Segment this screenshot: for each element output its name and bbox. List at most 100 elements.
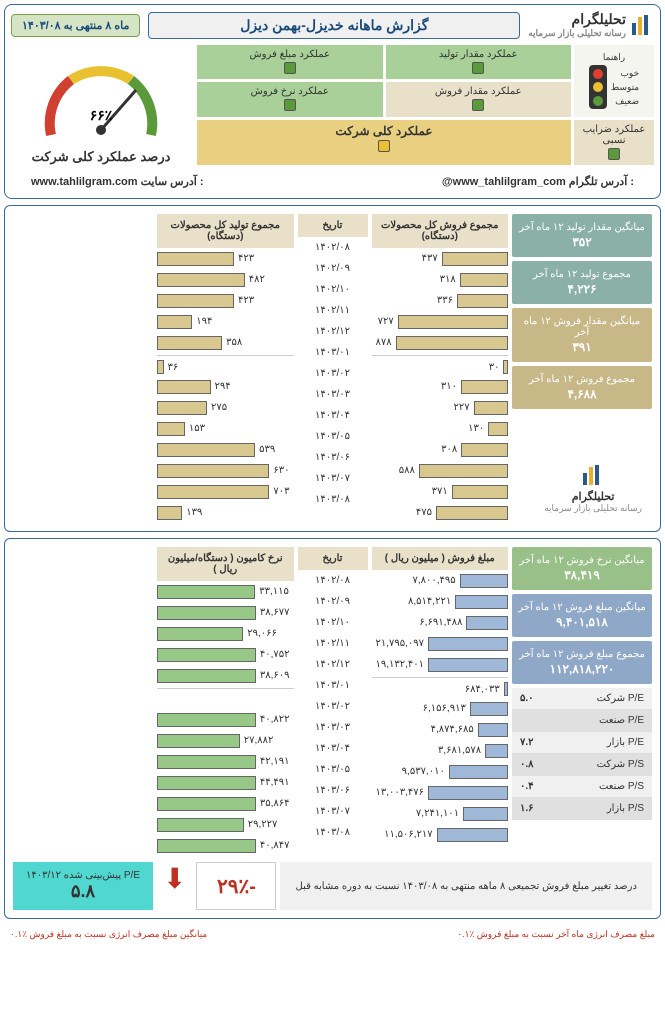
bar-row: ۳۱۰	[372, 376, 509, 397]
date-cell: ۱۴۰۳/۰۲	[298, 363, 368, 384]
bar-row: ۲۷,۸۸۲	[157, 730, 294, 751]
bar-row: ۸۷۸	[372, 332, 509, 353]
bar-row: ۵۳۹	[157, 439, 294, 460]
bar-row: ۴۰,۷۵۲	[157, 644, 294, 665]
indicator-cell: عملکرد مبلغ فروش	[197, 45, 383, 79]
bar-row: ۳۸,۶۰۹	[157, 665, 294, 686]
bar-row: ۷۲۷	[372, 311, 509, 332]
chart2-rate-bars: ۳۳,۱۱۵۳۸,۶۷۷۲۹,۰۶۶۴۰,۷۵۲۳۸,۶۰۹۴۰,۸۲۲۲۷,۸…	[157, 581, 294, 856]
bar-row: ۶۸۴,۰۳۳	[372, 677, 509, 698]
gauge-title: درصد عملکرد کلی شرکت	[11, 149, 191, 165]
chart1-stats: میانگین مقدار تولید ۱۲ ماه آخر۳۵۲مجموع ت…	[512, 214, 652, 409]
date-cell: ۱۴۰۲/۰۸	[298, 237, 368, 258]
bar-row: ۳۳۶	[372, 290, 509, 311]
bar-row: ۳۵۸	[157, 332, 294, 353]
indicator-cell: عملکرد نرخ فروش	[197, 82, 383, 116]
date-cell: ۱۴۰۲/۱۱	[298, 633, 368, 654]
date-cell: ۱۴۰۲/۱۲	[298, 654, 368, 675]
report-date: ماه ۸ منتهی به ۱۴۰۳/۰۸	[11, 14, 140, 37]
bar-row: ۳,۶۸۱,۵۷۸	[372, 740, 509, 761]
chart1-right-header: مجموع فروش کل محصولات (دستگاه)	[372, 214, 509, 248]
guide-cell: راهنما خوب متوسط ضعیف	[574, 45, 654, 117]
date-cell: ۱۴۰۳/۰۱	[298, 675, 368, 696]
telegram-handle: @www_tahlilgram_com	[442, 176, 566, 188]
date-cell: ۱۴۰۳/۰۶	[298, 780, 368, 801]
stat-box: مجموع مبلغ فروش ۱۲ ماه آخر۱۱۲,۸۱۸,۲۲۰	[512, 641, 652, 684]
date-cell: ۱۴۰۲/۱۲	[298, 321, 368, 342]
bar-row: ۴۲۳	[157, 290, 294, 311]
indicator-cell: عملکرد مقدار فروش	[386, 82, 572, 116]
footer-note2: میانگین مبلغ مصرف انرژی نسبت به مبلغ فرو…	[10, 929, 207, 940]
bar-row: ۳۱۸	[372, 269, 509, 290]
pe-row: P/S شرکت۰.۸	[512, 754, 652, 776]
overall-light	[378, 140, 390, 152]
pe-row: P/S صنعت۰.۴	[512, 776, 652, 798]
chart2-rev-bars: ۷,۸۰۰,۴۹۵۸,۵۱۴,۲۲۱۶,۶۹۱,۴۸۸۲۱,۷۹۵,۰۹۷۱۹,…	[372, 570, 509, 845]
chart1-left-header: مجموع تولید کل محصولات (دستگاه)	[157, 214, 294, 248]
bar-row: ۱۳,۰۰۳,۴۷۶	[372, 782, 509, 803]
date-cell: ۱۴۰۲/۰۹	[298, 591, 368, 612]
performance-gauge: ۶۶٪	[31, 45, 171, 145]
bar-row: ۴,۸۷۴,۶۸۵	[372, 719, 509, 740]
date-cell: ۱۴۰۲/۰۹	[298, 258, 368, 279]
date-cell: ۱۴۰۲/۰۸	[298, 570, 368, 591]
bar-row: ۱۵۳	[157, 418, 294, 439]
footer-notes: مبلغ مصرف انرژی ماه آخر نسبت به مبلغ فرو…	[0, 925, 665, 944]
bar-row: ۳۶	[157, 355, 294, 376]
stat-box: مجموع تولید ۱۲ ماه آخر۴,۲۲۶	[512, 261, 652, 304]
bar-row: ۴۸۲	[157, 269, 294, 290]
chart2-date-header: تاریخ	[298, 547, 368, 570]
bar-row: ۳۳,۱۱۵	[157, 581, 294, 602]
bar-row: ۲۱,۷۹۵,۰۹۷	[372, 633, 509, 654]
stat-box: میانگین مقدار فروش ۱۲ ماه آخر۳۹۱	[512, 308, 652, 362]
date-cell: ۱۴۰۳/۰۵	[298, 759, 368, 780]
date-cell: ۱۴۰۳/۰۸	[298, 822, 368, 843]
date-cell: ۱۴۰۲/۱۱	[298, 300, 368, 321]
chart2-dates: ۱۴۰۲/۰۸۱۴۰۲/۰۹۱۴۰۲/۱۰۱۴۰۲/۱۱۱۴۰۲/۱۲۱۴۰۳/…	[298, 570, 368, 843]
bar-row: ۷,۲۴۱,۱۰۱	[372, 803, 509, 824]
date-cell: ۱۴۰۲/۱۰	[298, 279, 368, 300]
gauge-box: ۶۶٪ درصد عملکرد کلی شرکت	[11, 45, 191, 165]
chart1-section: میانگین مقدار تولید ۱۲ ماه آخر۳۵۲مجموع ت…	[4, 205, 661, 532]
date-cell: ۱۴۰۳/۰۶	[298, 447, 368, 468]
bar-row: ۴۲۳	[157, 248, 294, 269]
date-cell: ۱۴۰۳/۰۳	[298, 384, 368, 405]
links-bar: آدرس تلگرام : @www_tahlilgram_com آدرس س…	[11, 171, 654, 192]
bar-row: ۱۳۰	[372, 418, 509, 439]
ratio-perf: عملکرد ضرایب نسبی	[574, 120, 654, 165]
brand-name: تحلیلگرام	[528, 11, 626, 28]
bar-row: ۳۰	[372, 355, 509, 376]
pe-row: P/E بازار۷.۲	[512, 732, 652, 754]
date-cell: ۱۴۰۳/۰۷	[298, 468, 368, 489]
bar-row: ۱۱,۵۰۶,۲۱۷	[372, 824, 509, 845]
indicator-cell: عملکرد مقدار تولید	[386, 45, 572, 79]
date-cell: ۱۴۰۳/۰۸	[298, 489, 368, 510]
ratio-light	[608, 148, 620, 160]
bar-row: ۴۳۷	[372, 248, 509, 269]
bar-row: ۲۲۷	[372, 397, 509, 418]
date-cell: ۱۴۰۳/۰۱	[298, 342, 368, 363]
bar-row: ۹,۵۳۷,۰۱۰	[372, 761, 509, 782]
down-arrow-icon: ⬇	[157, 862, 192, 910]
brand-logo: تحلیلگرام رسانه تحلیلی بازار سرمایه	[528, 11, 654, 39]
bar-row: ۵۸۸	[372, 460, 509, 481]
date-cell: ۱۴۰۳/۰۴	[298, 738, 368, 759]
chart1-date-header: تاریخ	[298, 214, 368, 237]
bar-row: ۲۹,۲۲۷	[157, 814, 294, 835]
date-cell: ۱۴۰۲/۱۰	[298, 612, 368, 633]
bar-row: ۶,۱۵۶,۹۱۳	[372, 698, 509, 719]
bar-row: ۴۴,۴۹۱	[157, 772, 294, 793]
report-title: گزارش ماهانه خدیزل-بهمن دیزل	[148, 12, 520, 39]
date-cell: ۱۴۰۳/۰۷	[298, 801, 368, 822]
bar-row: ۲۷۵	[157, 397, 294, 418]
logo-icon	[630, 13, 654, 37]
bar-row: ۳۷۱	[372, 481, 509, 502]
gauge-value: ۶۶٪	[90, 107, 113, 123]
indicators-grid: راهنما خوب متوسط ضعیف عملکرد مقدار تولید…	[197, 45, 654, 165]
change-text: درصد تغییر مبلغ فروش تجمیعی ۸ ماهه منتهی…	[280, 862, 652, 910]
mid-logo: تحلیلگرام رسانه تحلیلی بازار سرمایه	[544, 463, 642, 514]
bar-row: ۱۹,۱۳۲,۴۰۱	[372, 654, 509, 675]
bar-row: ۳۸,۶۷۷	[157, 602, 294, 623]
chart1-dates: ۱۴۰۲/۰۸۱۴۰۲/۰۹۱۴۰۲/۱۰۱۴۰۲/۱۱۱۴۰۲/۱۲۱۴۰۳/…	[298, 237, 368, 510]
bar-row: ۳۵,۸۶۴	[157, 793, 294, 814]
